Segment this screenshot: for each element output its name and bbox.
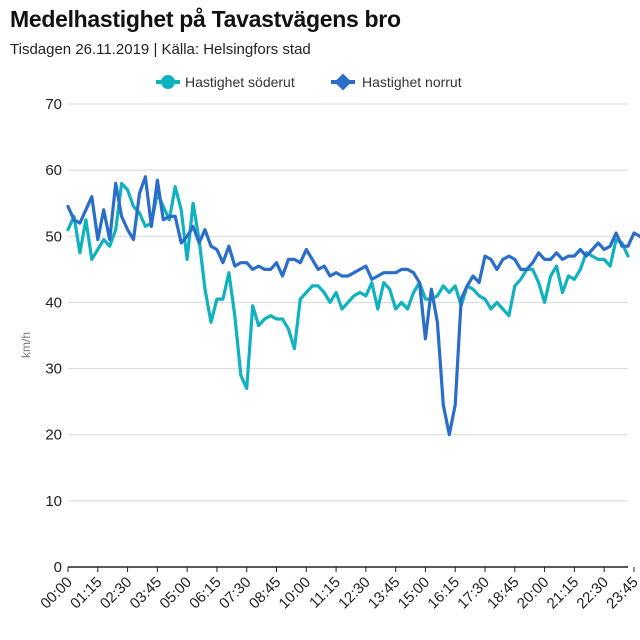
x-tick-label: 12:30 — [335, 574, 374, 613]
legend: Hastighet söderut Hastighet norrut — [156, 73, 462, 91]
x-tick-label: 05:00 — [156, 574, 195, 613]
legend-sodert-circle-marker-icon — [161, 75, 175, 89]
x-tick-label: 03:45 — [127, 574, 166, 613]
y-tick-label: 70 — [45, 96, 62, 113]
x-tick-label: 01:15 — [67, 574, 106, 613]
chart-title: Medelhastighet på Tavastvägens bro — [10, 6, 401, 32]
legend-norrut-label: Hastighet norrut — [362, 74, 462, 90]
y-axis-label: km/h — [19, 332, 33, 358]
series-line-norrut — [66, 175, 640, 437]
x-axis-ticks: 00:0001:1502:3003:4505:0006:1507:3008:45… — [37, 567, 640, 612]
x-tick-label: 06:15 — [186, 574, 225, 613]
series-lines — [66, 175, 640, 437]
legend-sodert-label: Hastighet söderut — [185, 74, 295, 90]
legend-norrut-diamond-marker-icon — [334, 73, 352, 91]
x-tick-label: 21:15 — [544, 574, 583, 613]
x-tick-label: 18:45 — [484, 574, 523, 613]
x-tick-label: 16:15 — [424, 574, 463, 613]
x-tick-label: 23:45 — [603, 574, 640, 613]
y-tick-label: 50 — [45, 228, 62, 245]
x-tick-label: 11:15 — [306, 574, 344, 612]
x-tick-label: 07:30 — [216, 574, 255, 613]
x-tick-label: 13:45 — [365, 574, 404, 613]
x-tick-label: 10:00 — [276, 574, 315, 613]
chart-subtitle: Tisdagen 26.11.2019 | Källa: Helsingfors… — [10, 41, 311, 58]
x-tick-label: 15:00 — [395, 574, 434, 613]
x-tick-label: 00:00 — [37, 574, 76, 613]
y-tick-label: 10 — [45, 493, 62, 510]
x-tick-label: 22:30 — [573, 574, 612, 613]
y-tick-label: 30 — [45, 361, 62, 378]
x-tick-label: 02:30 — [97, 574, 136, 613]
y-axis-ticks: 0 10 20 30 40 50 60 70 — [45, 96, 62, 576]
y-tick-label: 60 — [45, 162, 62, 179]
y-tick-label: 40 — [45, 294, 62, 311]
y-tick-label: 0 — [54, 559, 62, 576]
x-tick-label: 17:30 — [454, 574, 493, 613]
x-tick-label: 08:45 — [246, 574, 285, 613]
y-tick-label: 20 — [45, 427, 62, 444]
x-tick-label: 20:00 — [514, 574, 553, 613]
